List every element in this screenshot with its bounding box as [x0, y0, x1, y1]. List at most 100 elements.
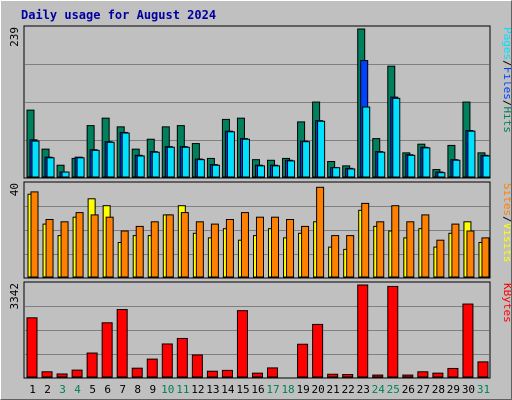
chart-title: Daily usage for August 2024 [21, 8, 217, 22]
x-tick-label: 17 [266, 383, 279, 396]
x-tick-label: 31 [477, 383, 490, 396]
bar-kbytes [26, 317, 38, 378]
x-tick-label: 15 [236, 383, 249, 396]
x-tick-label: 7 [119, 383, 126, 396]
bar-pages [437, 172, 446, 178]
bar-sites [105, 216, 114, 278]
bar-kbytes [327, 373, 339, 378]
bar-sites [421, 214, 430, 278]
x-tick-label: 27 [417, 383, 430, 396]
x-tick-label: 12 [191, 383, 204, 396]
x-tick-label: 5 [89, 383, 96, 396]
x-tick-label: 24 [372, 383, 386, 396]
bar-sites [45, 219, 54, 278]
x-tick-label: 16 [251, 383, 264, 396]
bar-kbytes [477, 361, 489, 378]
x-tick-label: 22 [342, 383, 355, 396]
bar-pages [46, 157, 55, 178]
bar-kbytes [41, 371, 53, 378]
bar-pages [241, 138, 250, 178]
bar-sites [30, 191, 39, 278]
bar-sites [195, 221, 204, 278]
bar-pages [31, 140, 40, 178]
legend-bottom: KBytes [501, 283, 511, 323]
bar-sites [301, 225, 310, 278]
x-tick-label: 28 [432, 383, 445, 396]
bar-pages [302, 141, 311, 178]
legend-entry: / [501, 100, 511, 107]
bar-pages [76, 157, 85, 178]
legend-entry: Sites [501, 183, 511, 216]
bar-kbytes [267, 367, 279, 378]
legend-entry: Hits [501, 107, 511, 134]
bar-sites [271, 216, 280, 278]
bar-sites [286, 219, 295, 278]
bar-kbytes [191, 354, 203, 378]
legend-entry: / [501, 216, 511, 223]
legend-middle: Sites/Visits [501, 183, 511, 263]
bar-kbytes [206, 370, 218, 378]
x-tick-label: 8 [134, 383, 141, 396]
bar-kbytes [116, 309, 128, 378]
bar-sites [481, 237, 490, 278]
y-max-label: 3342 [8, 283, 21, 310]
bar-kbytes [372, 374, 384, 378]
bar-sites [436, 239, 445, 278]
bar-sites [75, 212, 84, 278]
bar-kbytes [402, 374, 414, 378]
x-tick-label: 10 [161, 383, 174, 396]
bar-kbytes [342, 374, 354, 378]
x-tick-label: 29 [447, 383, 460, 396]
legend-top: Pages/Files/Hits [501, 27, 511, 133]
x-tick-label: 14 [221, 383, 235, 396]
bar-kbytes [236, 310, 248, 378]
y-max-label: 239 [8, 27, 21, 47]
bar-sites [331, 235, 340, 278]
bar-sites [135, 225, 144, 278]
bar-sites [346, 235, 355, 278]
bar-pages [407, 154, 416, 178]
x-tick-label: 30 [462, 383, 475, 396]
bar-pages [166, 146, 175, 178]
bar-pages [482, 155, 491, 178]
bar-kbytes [312, 323, 324, 378]
bar-pages [91, 149, 100, 178]
x-tick-label: 9 [149, 383, 156, 396]
bar-kbytes [176, 337, 188, 378]
x-tick-label: 20 [312, 383, 325, 396]
bar-sites [60, 221, 69, 278]
bar-kbytes [71, 369, 83, 378]
bar-sites [376, 221, 385, 278]
bar-sites [210, 223, 219, 278]
x-tick-label: 6 [104, 383, 111, 396]
x-tick-label: 19 [296, 383, 309, 396]
bar-sites [361, 202, 370, 278]
bar-pages [211, 164, 220, 178]
x-tick-label: 18 [281, 383, 294, 396]
bar-sites [406, 221, 415, 278]
bar-sites [120, 230, 129, 278]
legend-entry: KBytes [501, 283, 511, 323]
y-max-label: 40 [8, 183, 21, 196]
bar-kbytes [447, 367, 459, 378]
bar-kbytes [56, 373, 68, 378]
bar-kbytes [161, 343, 173, 378]
bar-pages [272, 165, 281, 178]
bar-sites [466, 230, 475, 278]
bar-kbytes [131, 367, 143, 378]
legend-entry: Visits [501, 223, 511, 263]
bar-kbytes [357, 284, 369, 378]
bar-sites [240, 212, 249, 278]
bar-sites [316, 186, 325, 278]
bar-pages [181, 146, 190, 178]
bar-pages [196, 159, 205, 178]
bar-sites [225, 219, 234, 278]
x-tick-label: 26 [402, 383, 415, 396]
bar-pages [151, 151, 160, 178]
x-tick-label: 4 [74, 383, 81, 396]
x-tick-label: 11 [176, 383, 189, 396]
bar-pages [136, 155, 145, 178]
bar-pages [317, 120, 326, 178]
